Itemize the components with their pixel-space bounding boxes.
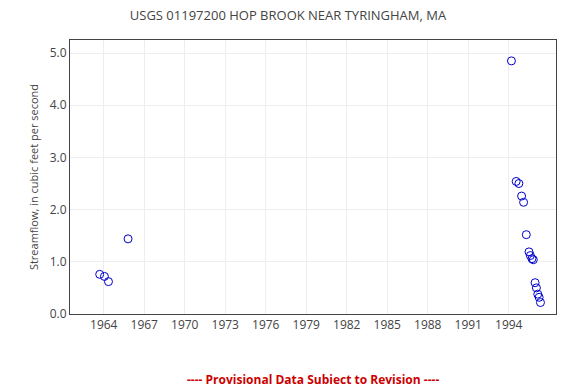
svg-text:1.0: 1.0	[50, 253, 67, 270]
svg-text:0.0: 0.0	[50, 305, 67, 322]
svg-text:1964: 1964	[90, 316, 118, 333]
svg-text:1970: 1970	[171, 316, 199, 333]
svg-text:1985: 1985	[374, 316, 402, 333]
svg-text:1976: 1976	[252, 316, 280, 333]
svg-text:1973: 1973	[212, 316, 240, 333]
svg-text:1967: 1967	[131, 316, 159, 333]
svg-text:2.0: 2.0	[50, 201, 67, 218]
svg-text:5.0: 5.0	[50, 44, 67, 61]
svg-text:1988: 1988	[414, 316, 442, 333]
svg-text:1994: 1994	[495, 316, 523, 333]
svg-text:1982: 1982	[333, 316, 361, 333]
svg-text:4.0: 4.0	[50, 96, 67, 113]
svg-text:---- Provisional Data Subject: ---- Provisional Data Subject to Revisio…	[187, 371, 439, 384]
svg-text:3.0: 3.0	[50, 149, 67, 166]
svg-text:Streamflow, in cubic feet per: Streamflow, in cubic feet per second	[26, 84, 41, 270]
svg-text:1991: 1991	[455, 316, 482, 333]
svg-text:USGS 01197200 HOP BROOK NEAR T: USGS 01197200 HOP BROOK NEAR TYRINGHAM, …	[130, 6, 447, 24]
svg-text:1979: 1979	[293, 316, 321, 333]
